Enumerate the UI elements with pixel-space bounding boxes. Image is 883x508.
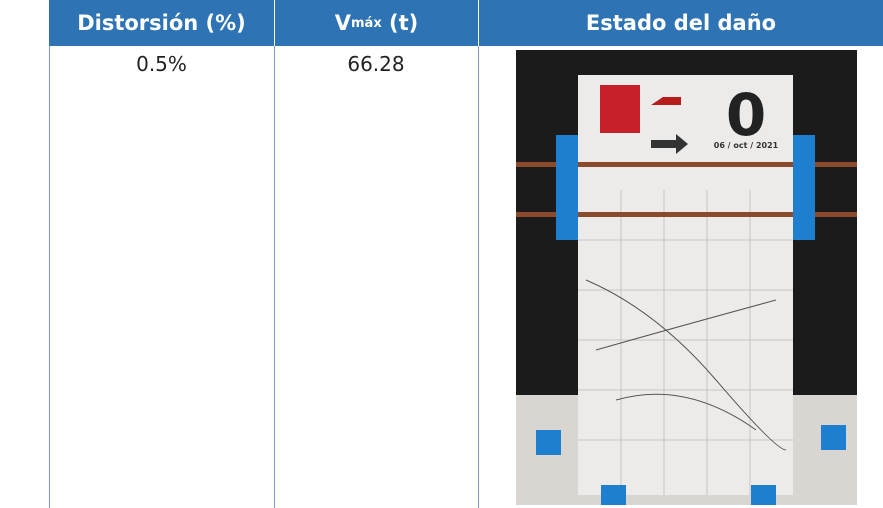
arrow — [651, 97, 681, 105]
base-support — [751, 485, 776, 505]
header-subscript: máx — [351, 15, 382, 31]
rod — [516, 162, 857, 167]
photo-date: 06 / oct / 2021 — [714, 141, 779, 150]
header-cell: Distorsión (%) — [49, 0, 274, 46]
cell-text: 0.5% — [136, 52, 187, 76]
clamp — [793, 135, 815, 240]
logo — [600, 85, 640, 133]
column-border — [478, 46, 479, 508]
header-text: Distorsión (%) — [77, 11, 246, 35]
cell-text: 66.28 — [347, 52, 405, 76]
header-cell: Estado del daño — [478, 0, 883, 46]
clamp — [556, 135, 578, 240]
base-support — [601, 485, 626, 505]
rod — [516, 212, 857, 217]
header-text: (t) — [389, 11, 419, 35]
base-support — [536, 430, 561, 455]
column-border — [274, 46, 275, 508]
cracks — [585, 279, 787, 451]
photo: 0 06 / oct / 2021 — [516, 50, 857, 505]
base-support — [821, 425, 846, 450]
header-text: Estado del daño — [585, 11, 777, 35]
header-text: V — [334, 11, 351, 35]
grid — [578, 190, 793, 495]
column-border — [49, 46, 50, 508]
arrow — [651, 134, 688, 154]
photo-number: 0 — [726, 81, 766, 149]
